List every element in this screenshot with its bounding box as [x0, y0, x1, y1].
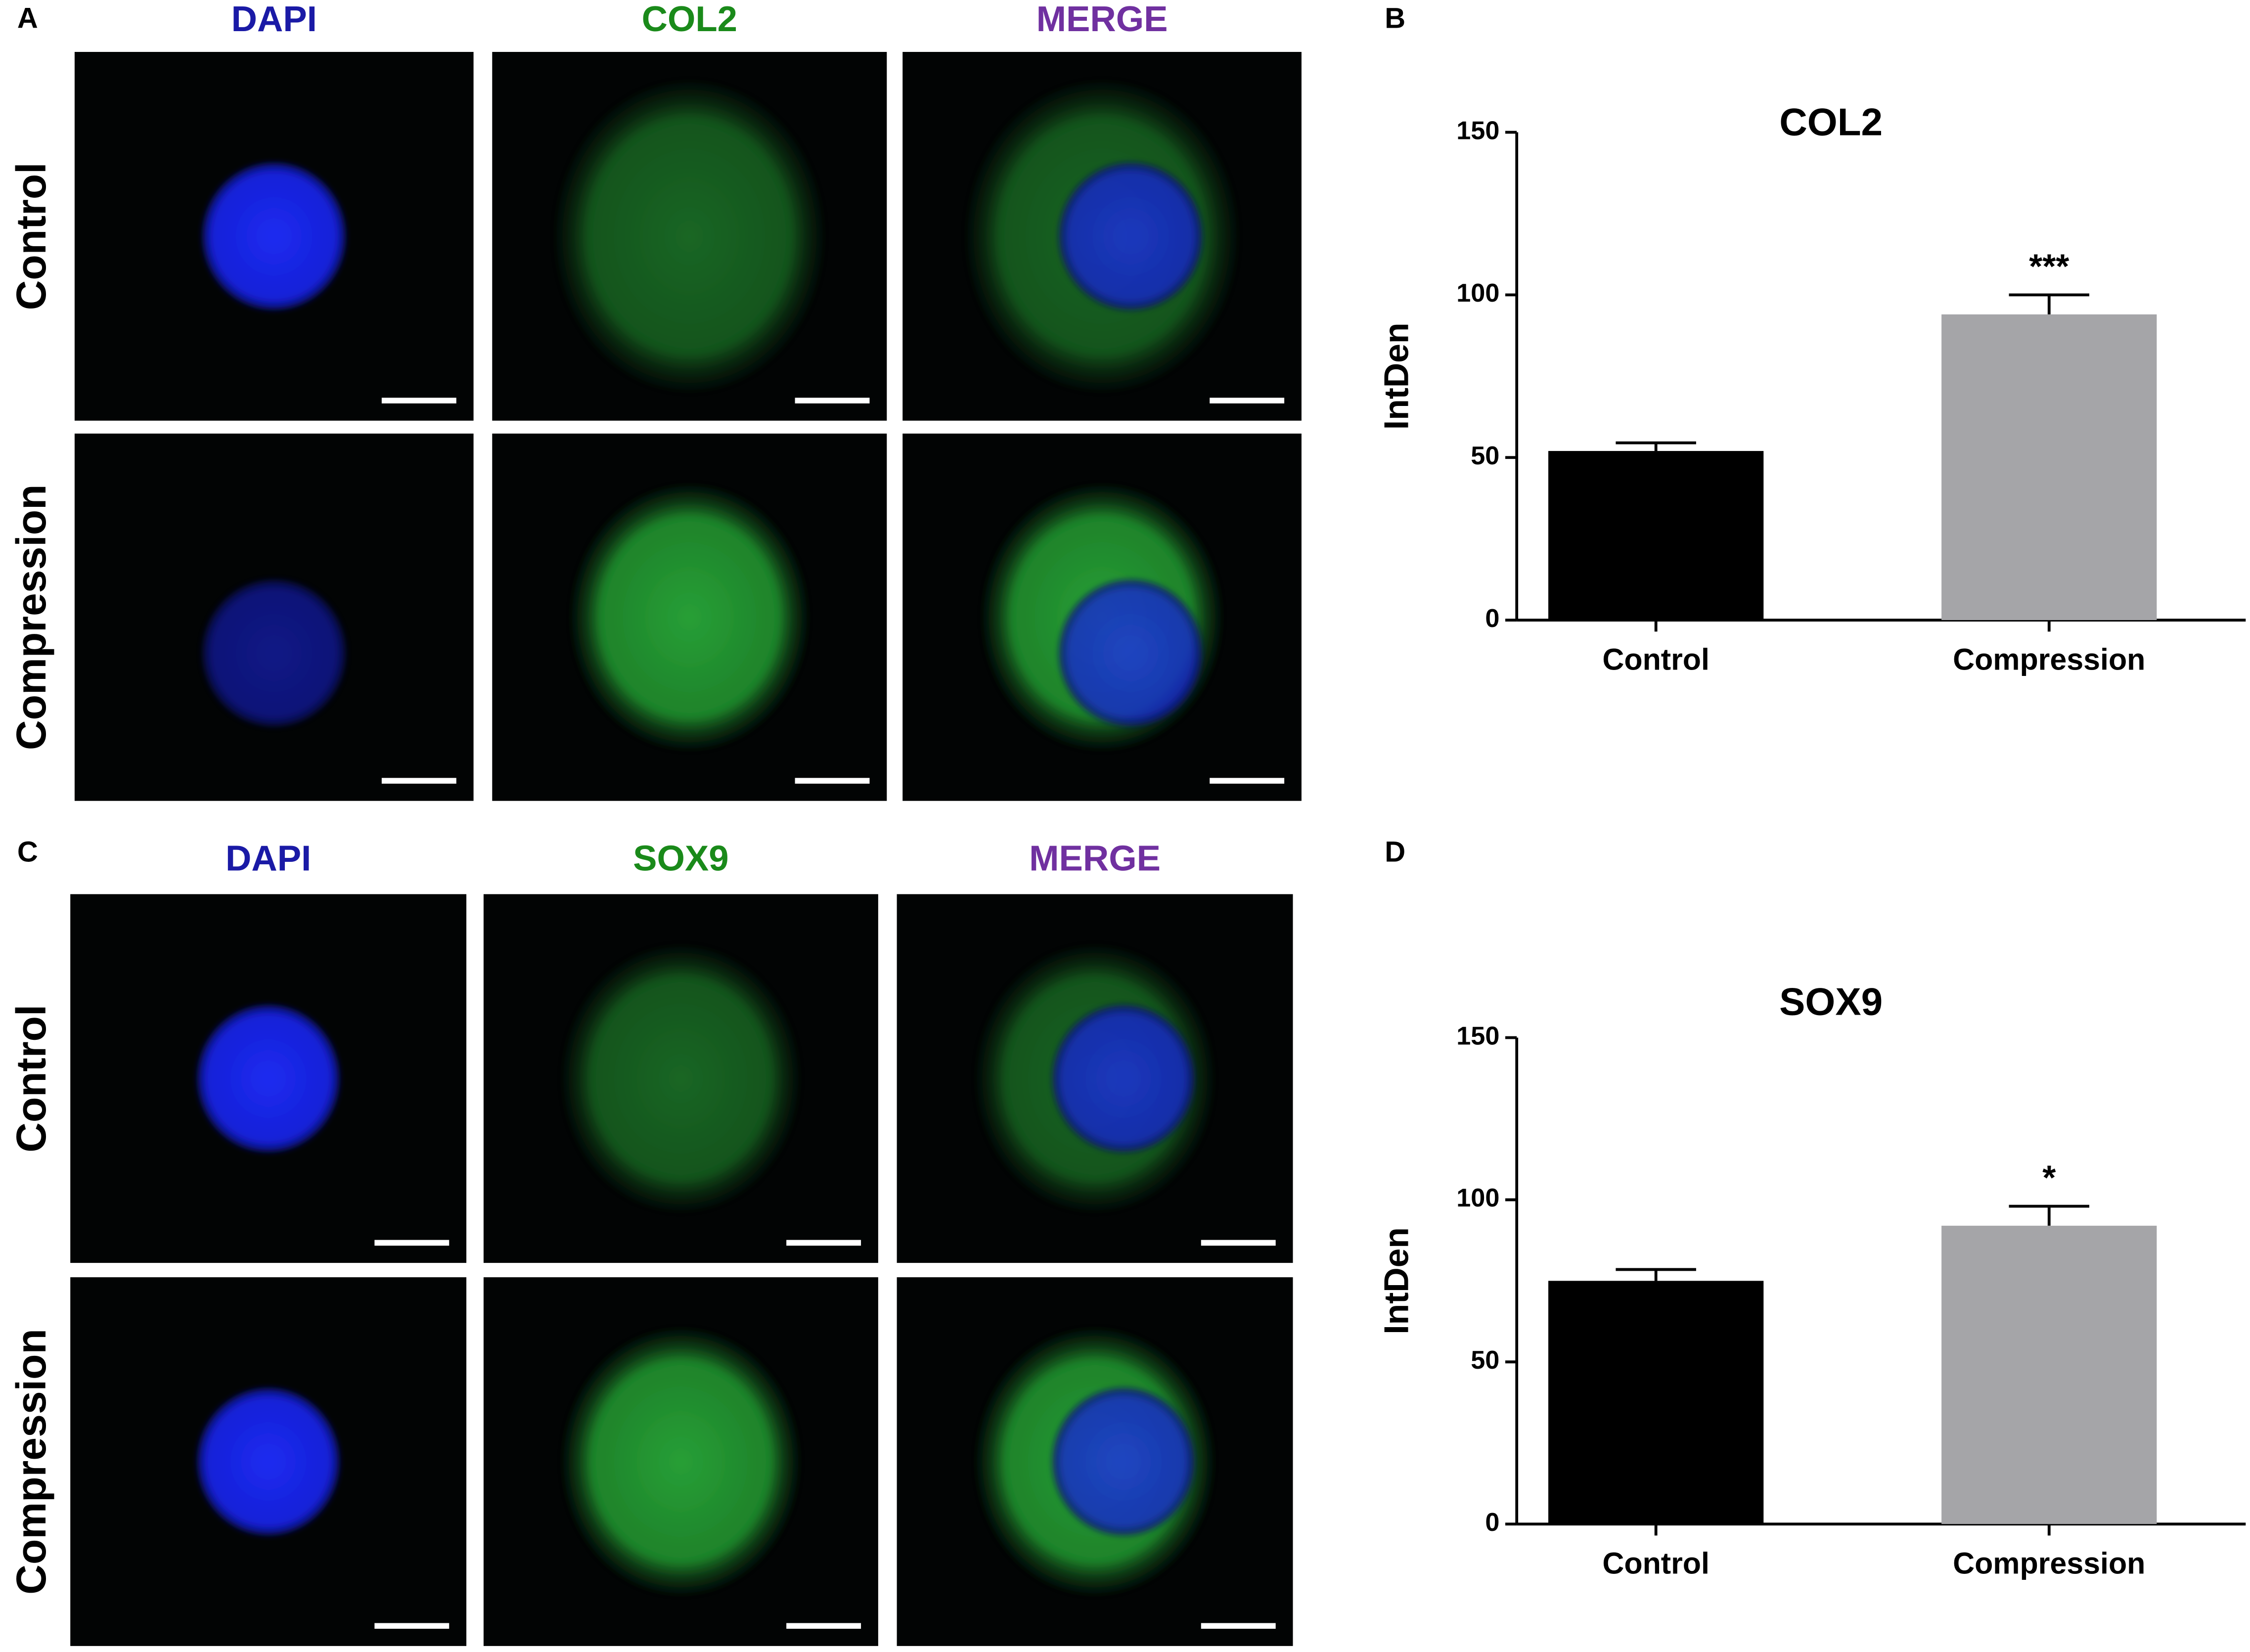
- y-tick-label: 150: [1456, 116, 1499, 145]
- y-tick-label: 100: [1456, 1184, 1499, 1212]
- nucleus: [1052, 1387, 1195, 1536]
- bar: [1941, 314, 2157, 621]
- nucleus: [1052, 1005, 1195, 1153]
- cell-body: [571, 485, 808, 750]
- panel-letter: A: [17, 2, 38, 34]
- nucleus: [1059, 580, 1203, 727]
- stain-header: DAPI: [231, 0, 317, 39]
- y-tick-label: 50: [1471, 1346, 1499, 1375]
- stain-header: COL2: [642, 0, 737, 39]
- nucleus: [197, 1005, 340, 1153]
- nucleus: [202, 580, 346, 727]
- x-tick-label: Control: [1602, 1546, 1710, 1580]
- y-axis-label: IntDen: [1377, 1227, 1416, 1335]
- y-tick-label: 100: [1456, 279, 1499, 308]
- nucleus: [197, 1387, 340, 1536]
- y-tick-label: 50: [1471, 442, 1499, 470]
- cell-body: [562, 945, 800, 1211]
- bar: [1548, 451, 1764, 621]
- y-tick-label: 0: [1485, 1508, 1499, 1537]
- row-label: Control: [8, 162, 54, 310]
- bar: [1941, 1225, 2157, 1524]
- cell-body: [555, 81, 824, 392]
- stain-header: DAPI: [225, 839, 311, 879]
- panel-letter: C: [17, 836, 38, 868]
- stain-header: SOX9: [633, 839, 729, 879]
- stain-header: MERGE: [1029, 839, 1161, 879]
- panel-letter: D: [1385, 836, 1405, 868]
- y-tick-label: 150: [1456, 1022, 1499, 1050]
- x-tick-label: Compression: [1953, 1546, 2145, 1580]
- row-label: Compression: [8, 1329, 54, 1595]
- panel-letter: B: [1385, 2, 1405, 34]
- nucleus: [202, 162, 346, 311]
- y-tick-label: 0: [1485, 604, 1499, 633]
- stain-header: MERGE: [1036, 0, 1168, 39]
- row-label: Control: [8, 1005, 54, 1153]
- bar: [1548, 1281, 1764, 1524]
- nucleus: [1059, 162, 1203, 311]
- chart-title: SOX9: [1779, 980, 1883, 1023]
- x-tick-label: Compression: [1953, 642, 2145, 676]
- significance-label: *: [2042, 1159, 2056, 1197]
- row-label: Compression: [8, 484, 54, 750]
- significance-label: ***: [2029, 247, 2070, 286]
- y-axis-label: IntDen: [1377, 322, 1416, 430]
- chart-title: COL2: [1779, 100, 1883, 144]
- cell-body: [562, 1329, 800, 1595]
- x-tick-label: Control: [1602, 642, 1710, 676]
